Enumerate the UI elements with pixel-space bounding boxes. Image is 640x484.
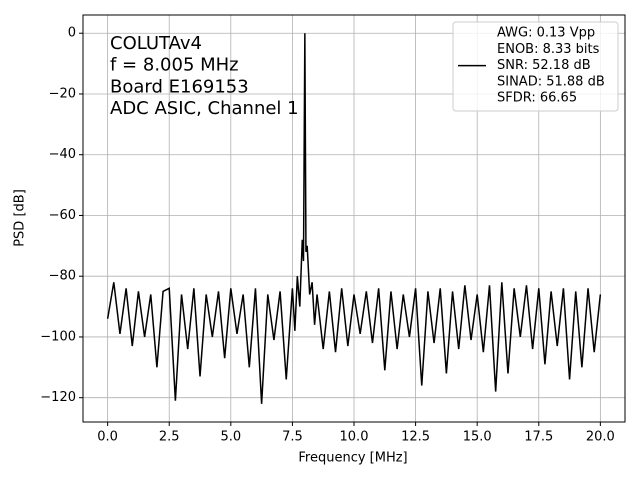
y-tick-label: −100 — [40, 329, 76, 344]
x-tick-label: 7.5 — [282, 430, 303, 445]
x-tick-label: 20.0 — [586, 430, 615, 445]
x-tick-label: 17.5 — [524, 430, 553, 445]
legend-label: AWG: 0.13 Vpp — [497, 26, 595, 41]
y-tick-label: −20 — [49, 86, 76, 101]
y-tick-label: −40 — [49, 147, 76, 162]
y-tick-label: −120 — [40, 390, 76, 405]
x-tick-label: 12.5 — [401, 430, 430, 445]
x-tick-label: 10.0 — [340, 430, 369, 445]
y-tick-label: −80 — [49, 269, 76, 284]
annotation-line: ADC ASIC, Channel 1 — [110, 98, 299, 119]
legend-label: SINAD: 51.88 dB — [497, 74, 605, 89]
psd-line — [106, 33, 602, 404]
x-tick-label: 2.5 — [159, 430, 180, 445]
annotation-line: Board E169153 — [110, 76, 249, 97]
annotation-line: COLUTAv4 — [110, 33, 202, 54]
legend-box — [452, 21, 619, 112]
x-tick-label: 0.0 — [97, 430, 118, 445]
y-tick-label: −60 — [49, 208, 76, 223]
plot — [106, 33, 602, 404]
ticks: 0.0 2.5 5.0 7.5 10.0 12.5 15.0 17.5 20.0 0 −20 −40 −… — [40, 26, 615, 445]
annotation-line: f = 8.005 MHz — [110, 55, 239, 76]
legend-label: SNR: 52.18 dB — [497, 58, 591, 73]
legend-label: SFDR: 66.65 — [497, 91, 577, 106]
legend-label: ENOB: 8.33 bits — [497, 42, 600, 57]
x-tick-label: 15.0 — [463, 430, 492, 445]
y-axis-label: PSD [dB] — [13, 189, 28, 247]
x-tick-label: 5.0 — [220, 430, 241, 445]
x-axis-label: Frequency [MHz] — [298, 451, 407, 466]
y-tick-label: 0 — [68, 26, 76, 41]
